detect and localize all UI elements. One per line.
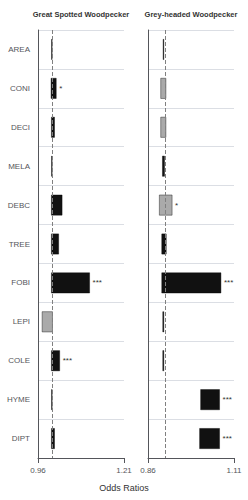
svg-text:LEPI: LEPI — [13, 317, 30, 326]
svg-text:CONI: CONI — [10, 84, 30, 93]
svg-text:TREE: TREE — [9, 240, 30, 249]
svg-text:***: *** — [224, 278, 233, 287]
svg-text:DIPT: DIPT — [12, 434, 30, 443]
svg-text:1.11: 1.11 — [227, 466, 243, 475]
svg-text:FOBI: FOBI — [11, 278, 30, 287]
svg-text:AREA: AREA — [8, 45, 30, 54]
svg-text:1.21: 1.21 — [116, 466, 132, 475]
svg-text:***: *** — [93, 278, 102, 287]
svg-text:Odds Ratios: Odds Ratios — [99, 483, 149, 493]
svg-text:***: *** — [63, 356, 72, 365]
svg-text:***: *** — [223, 395, 232, 404]
svg-text:MELA: MELA — [8, 162, 30, 171]
svg-text:COLE: COLE — [8, 356, 30, 365]
svg-text:*: * — [59, 84, 62, 93]
svg-text:***: *** — [223, 434, 232, 443]
svg-text:0.96: 0.96 — [30, 466, 46, 475]
svg-text:HYME: HYME — [7, 395, 30, 404]
svg-text:DEBC: DEBC — [8, 201, 30, 210]
svg-text:*: * — [175, 201, 178, 210]
svg-text:Great Spotted Woodpecker: Great Spotted Woodpecker — [33, 10, 130, 19]
svg-text:DECI: DECI — [11, 123, 30, 132]
svg-text:0.86: 0.86 — [140, 466, 156, 475]
svg-text:Grey-headed Woodpecker: Grey-headed Woodpecker — [145, 10, 238, 19]
